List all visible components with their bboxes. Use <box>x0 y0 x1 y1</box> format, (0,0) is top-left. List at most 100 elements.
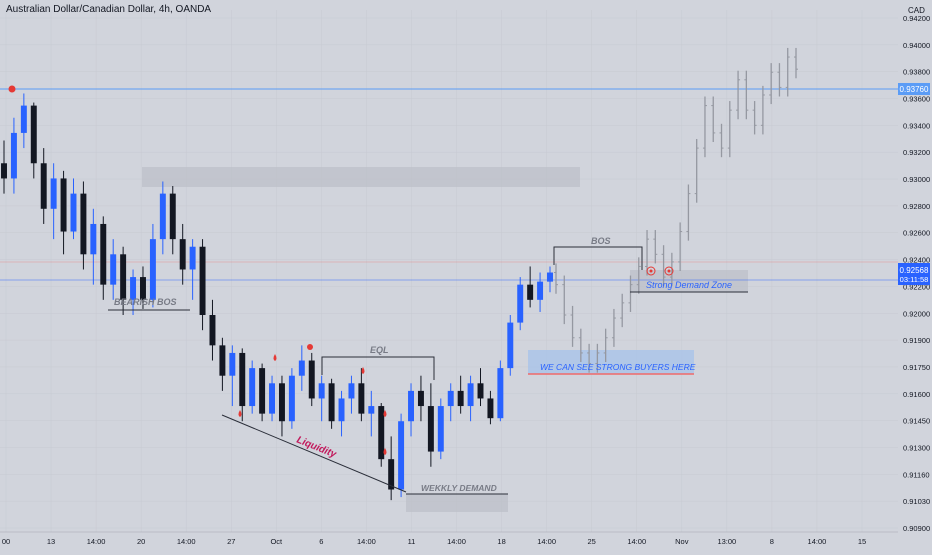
price-tick-label: 0.91750 <box>903 363 930 372</box>
bos-label: BOS <box>591 236 611 246</box>
chart-title: Australian Dollar/Canadian Dollar, 4h, O… <box>6 4 212 15</box>
candle-body <box>149 239 156 300</box>
candle-body <box>278 383 285 422</box>
time-tick-label: 25 <box>588 537 596 546</box>
strong-demand-zone-box <box>630 270 748 292</box>
time-tick-label: 00 <box>2 537 10 546</box>
price-tick-label: 0.93400 <box>903 121 930 130</box>
price-tick-label: 0.93000 <box>903 175 930 184</box>
candle-body <box>100 223 107 285</box>
time-tick-label: Nov <box>675 537 689 546</box>
candle-body <box>487 398 494 419</box>
liquidity-trendline <box>221 414 407 493</box>
supply-zone-box <box>142 167 580 187</box>
candle-body <box>348 383 355 399</box>
candle-body <box>40 163 47 209</box>
price-tick-label: 0.94000 <box>903 41 930 50</box>
candle-body <box>398 421 405 490</box>
eql-label: EQL <box>370 345 389 355</box>
candle-body <box>10 132 17 179</box>
candle-body <box>50 178 57 209</box>
candle-body <box>179 239 186 270</box>
time-tick-label: 13:00 <box>717 537 736 546</box>
time-tick-label: 8 <box>770 537 774 546</box>
price-tick-label: 0.92000 <box>903 309 930 318</box>
candle-body <box>537 281 544 300</box>
price-axis: 0.94200 0.94000 0.93800 0.93600 0.93400 0.932… <box>903 14 930 533</box>
current-price-label: 0.92568 03:11:58 <box>898 263 930 285</box>
candle-body <box>417 390 424 407</box>
candle-body <box>507 322 514 369</box>
price-label-0-93760: 0.93760 <box>898 83 930 95</box>
candle-body <box>169 193 176 240</box>
candle-body <box>338 398 345 422</box>
price-tick-label: 0.92800 <box>903 202 930 211</box>
candle-body <box>517 284 524 323</box>
time-tick-label: 14:00 <box>537 537 556 546</box>
bearish-bos-label: BEARISH BOS <box>114 297 177 307</box>
time-tick-label: 13 <box>47 537 55 546</box>
drop-icon <box>238 410 242 417</box>
eye-icons <box>646 266 674 276</box>
price-tick-label: 0.91900 <box>903 336 930 345</box>
candle-body <box>20 105 27 133</box>
candle-body <box>288 375 295 422</box>
weekly-demand-zone-box <box>406 494 508 512</box>
eye-icon <box>646 266 656 276</box>
price-tick-label: 0.92600 <box>903 229 930 238</box>
price-tick-label: 0.92400 <box>903 256 930 265</box>
candle-body <box>467 383 474 407</box>
candle-body <box>239 352 246 407</box>
candle-body <box>447 390 454 407</box>
candle-body <box>140 277 146 300</box>
eql-bracket <box>321 356 435 380</box>
time-tick-label: 11 <box>408 537 416 546</box>
price-tick-label: 0.94200 <box>903 14 930 23</box>
time-tick-label: 14:00 <box>627 537 646 546</box>
candle-body <box>328 383 335 422</box>
price-tick-label: 0.90900 <box>903 524 930 533</box>
time-tick-label: 15 <box>858 537 866 546</box>
svg-text:0.92568: 0.92568 <box>900 266 929 275</box>
drop-icon <box>361 367 365 374</box>
price-tick-label: 0.91600 <box>903 390 930 399</box>
candle-body <box>378 406 385 460</box>
price-tick-label: 0.91450 <box>903 417 930 426</box>
price-tick-label: 0.91300 <box>903 443 930 452</box>
red-dot-icon <box>307 344 313 350</box>
countdown-label: 03:11:58 <box>900 275 929 284</box>
candles <box>1 93 553 501</box>
price-tick-label: 0.92200 <box>903 282 930 291</box>
candle-body <box>110 254 117 285</box>
candle-body <box>120 254 127 300</box>
time-tick-label: 18 <box>497 537 505 546</box>
liquidity-drop-icons <box>8 85 387 455</box>
candle-body <box>437 406 444 452</box>
candle-body <box>80 193 87 255</box>
price-tick-label: 0.91030 <box>903 497 930 506</box>
candle-body <box>130 277 137 300</box>
price-tick-label: 0.93200 <box>903 148 930 157</box>
candle-body <box>477 383 484 399</box>
time-tick-label: 14:00 <box>87 537 106 546</box>
candle-body <box>209 315 216 346</box>
price-tick-label: 0.93600 <box>903 95 930 104</box>
candle-body <box>388 459 395 490</box>
candle-body <box>547 272 553 282</box>
time-tick-label: 14:00 <box>177 537 196 546</box>
time-tick-label: 14:00 <box>808 537 827 546</box>
candle-body <box>427 406 434 452</box>
candle-body <box>368 406 375 414</box>
strong-buyers-label: WE CAN SEE STRONG BUYERS HERE <box>540 362 696 372</box>
eye-icon <box>664 266 674 276</box>
candle-body <box>308 360 315 399</box>
strong-demand-zone-label: Strong Demand Zone <box>646 280 732 290</box>
drop-icon <box>383 410 387 417</box>
candle-body <box>408 390 414 422</box>
candle-body <box>189 246 196 270</box>
time-tick-label: 20 <box>137 537 145 546</box>
candle-body <box>90 223 97 255</box>
grid-lines <box>0 10 898 532</box>
